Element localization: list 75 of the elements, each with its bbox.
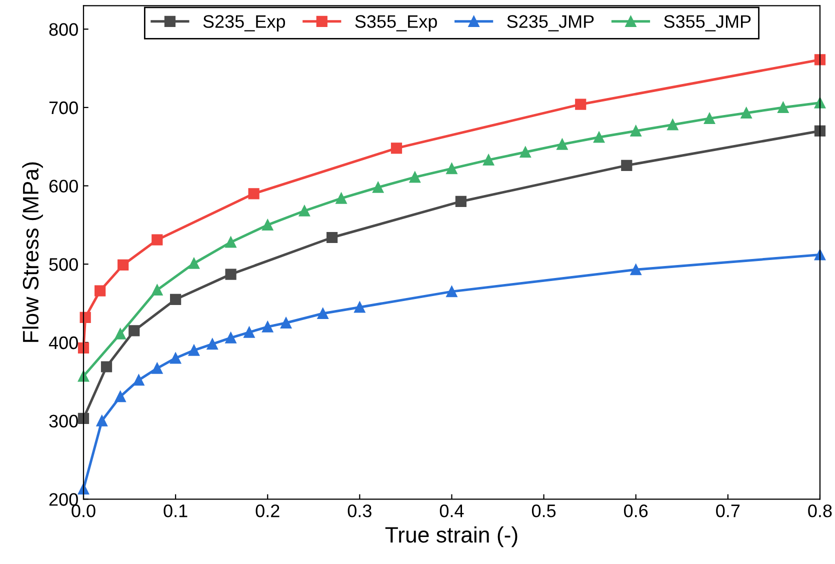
point [704,112,716,124]
point [225,332,236,344]
point [740,107,752,119]
x-tick-label: 0.4 [440,504,464,518]
y-tick-label: 800 [49,23,78,36]
point [262,321,274,332]
point [128,325,140,336]
point [94,285,106,296]
x-tick-label: 0.7 [716,504,740,518]
point [354,302,366,313]
point [446,286,458,298]
point [520,146,531,158]
point [188,344,200,356]
point [100,361,112,372]
point [244,326,255,338]
y-tick-label: 500 [49,258,78,271]
point [621,160,632,171]
y-axis-title: Flow Stress (MPa) [22,162,43,342]
point [814,54,826,66]
y-tick-label: 200 [49,493,78,506]
point [556,138,568,150]
point [814,125,826,137]
x-tick-label: 0.1 [164,504,188,518]
point [114,328,126,340]
y-tick-label: 300 [49,414,78,428]
point [455,196,466,208]
point [280,317,292,328]
legend-label: S355_JMP [664,15,751,32]
point [114,390,126,402]
x-tick-label: 0.2 [256,504,280,518]
y-tick-label: 400 [48,336,78,350]
point [298,205,310,216]
point [630,264,642,276]
point [96,415,108,426]
legend-label: S235_JMP [507,15,594,32]
point [630,125,642,137]
point [326,232,338,244]
point [593,132,605,143]
x-axis-title: True strain (-) [385,526,518,548]
x-tick-label: 0.6 [624,504,648,518]
x-tick-label: 0.8 [808,504,832,518]
point [248,188,260,200]
y-tick-label: 600 [49,180,78,193]
point [152,234,163,246]
point [409,172,420,183]
point [814,249,826,260]
point [206,338,218,350]
point [152,362,163,374]
point [372,182,384,193]
point [778,102,789,114]
point [446,163,458,174]
x-tick-label: 0.5 [532,504,556,518]
x-tick-label: 0.0 [72,504,96,518]
point [78,412,90,424]
x-tick-label: 0.3 [348,504,372,518]
legend-label: S235_Exp [203,15,286,32]
point [188,258,200,269]
point [225,268,236,280]
point [170,352,182,364]
point [118,259,129,270]
point [170,294,182,305]
point [262,219,274,231]
point [575,98,586,110]
point [483,154,494,166]
point [80,312,91,323]
legend-label: S355_Exp [355,15,437,32]
point [225,236,236,248]
point [133,374,144,386]
point [78,342,90,354]
point [390,142,402,154]
point [336,192,347,204]
point [152,284,163,296]
point [667,119,678,130]
y-tick-label: 700 [49,101,78,114]
point [317,308,328,320]
